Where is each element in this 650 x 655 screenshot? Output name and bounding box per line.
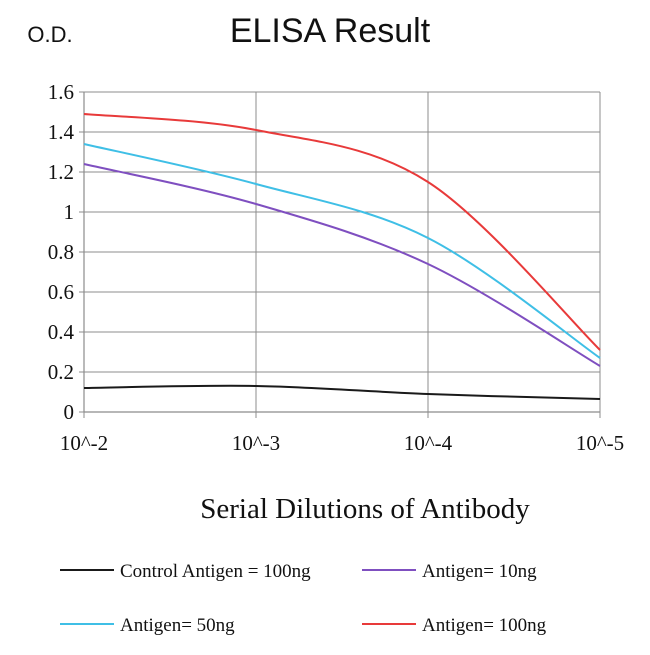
x-tick-label: 10^-2 — [60, 431, 108, 455]
series-line-1 — [83, 384, 601, 400]
series-line-4 — [83, 113, 601, 351]
y-tick-label: 1 — [64, 200, 75, 224]
legend: Control Antigen = 100ng Antigen= 10ng Anti… — [60, 561, 547, 636]
legend-label-2: Antigen= 10ng — [422, 561, 537, 582]
y-tick-label: 0.4 — [48, 320, 75, 344]
legend-label-4: Antigen= 100ng — [422, 615, 547, 636]
legend-label-3: Antigen= 50ng — [120, 615, 235, 636]
grid — [83, 91, 601, 413]
y-tick-label: 0 — [64, 400, 75, 424]
series-line-3 — [83, 143, 601, 359]
y-axis-label: O.D. — [27, 22, 72, 47]
y-tick-label: 0.8 — [48, 240, 74, 264]
series-line-2 — [83, 163, 601, 367]
x-tick-label: 10^-4 — [404, 431, 453, 455]
chart-title: ELISA Result — [230, 12, 431, 50]
y-tick-labels: 0 0.2 0.4 0.6 0.8 1 1.2 1.4 1.6 — [48, 80, 75, 424]
y-tick-label: 1.4 — [48, 120, 75, 144]
y-tick-label: 1.2 — [48, 160, 74, 184]
x-tick-label: 10^-5 — [576, 431, 624, 455]
axes — [79, 91, 601, 418]
y-tick-label: 0.2 — [48, 360, 74, 384]
y-tick-label: 0.6 — [48, 280, 74, 304]
series-lines — [83, 113, 601, 400]
y-tick-label: 1.6 — [48, 80, 74, 104]
x-tick-label: 10^-3 — [232, 431, 280, 455]
legend-label-1: Control Antigen = 100ng — [120, 561, 311, 582]
x-axis-label: Serial Dilutions of Antibody — [200, 493, 530, 525]
x-tick-labels: 10^-2 10^-3 10^-4 10^-5 — [60, 431, 624, 455]
